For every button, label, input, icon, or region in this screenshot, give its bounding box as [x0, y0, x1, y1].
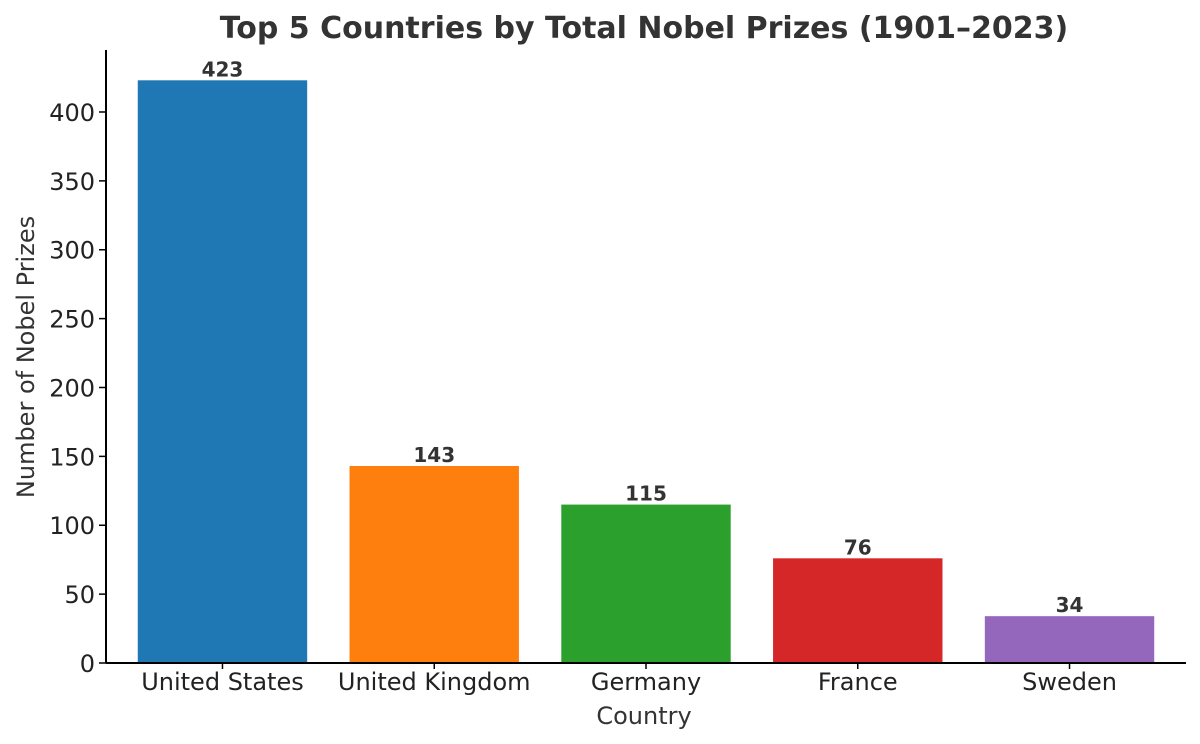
plot-area: 423 143 115 76 34 0 50 100 150 200 250 300 350 400 U…	[49, 50, 1186, 696]
data-label: 76	[844, 535, 872, 559]
data-labels-group: 423 143 115 76 34	[202, 57, 1084, 617]
x-tick-label: Germany	[591, 668, 701, 696]
y-tick-label: 350	[49, 168, 95, 196]
bar-sweden	[984, 616, 1155, 663]
y-tick-label: 300	[49, 237, 95, 265]
y-tick-label: 250	[49, 306, 95, 334]
bar-germany	[561, 504, 731, 663]
x-tick-label: United States	[141, 668, 304, 696]
data-label: 423	[202, 57, 244, 81]
data-label: 115	[625, 482, 667, 506]
bar-france	[773, 558, 943, 663]
x-tick-label: France	[818, 668, 898, 696]
y-tick-label: 50	[64, 581, 95, 609]
y-tick-label: 200	[49, 374, 95, 402]
bars-group	[137, 80, 1155, 664]
chart-title: Top 5 Countries by Total Nobel Prizes (1…	[220, 11, 1068, 46]
bar-united-states	[137, 80, 308, 664]
data-label: 143	[413, 443, 455, 467]
y-tick-label: 100	[49, 512, 95, 540]
x-axis-label: Country	[596, 702, 691, 730]
y-axis-label: Number of Nobel Prizes	[12, 216, 40, 498]
data-label: 34	[1056, 593, 1084, 617]
bar-united-kingdom	[349, 466, 519, 663]
x-axis-ticks: United States United Kingdom Germany France…	[141, 663, 1117, 696]
y-axis-ticks: 0 50 100 150 200 250 300 350 400	[49, 99, 106, 678]
x-tick-label: United Kingdom	[338, 668, 531, 696]
y-tick-label: 400	[49, 99, 95, 127]
y-tick-label: 150	[49, 443, 95, 471]
x-tick-label: Sweden	[1022, 668, 1117, 696]
y-tick-label: 0	[80, 650, 95, 678]
